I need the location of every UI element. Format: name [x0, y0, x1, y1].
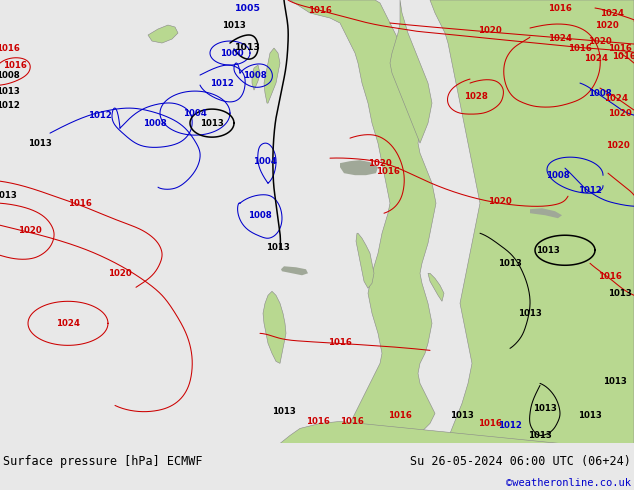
Text: 1016: 1016: [340, 417, 364, 426]
Text: 1020: 1020: [108, 269, 132, 278]
Text: 1013: 1013: [536, 246, 560, 255]
Text: 1016: 1016: [328, 338, 352, 347]
Text: 1016: 1016: [3, 61, 27, 70]
Text: 1016: 1016: [376, 167, 400, 176]
Text: 1016: 1016: [0, 44, 20, 52]
Text: 1016: 1016: [612, 51, 634, 61]
Text: 1012: 1012: [498, 421, 522, 430]
Text: 1013: 1013: [518, 309, 542, 318]
Text: 1020: 1020: [588, 37, 612, 46]
Text: 1000: 1000: [220, 49, 244, 57]
Polygon shape: [264, 48, 280, 103]
Text: 1016: 1016: [478, 419, 502, 428]
Text: 1024: 1024: [548, 33, 572, 43]
Text: 1013: 1013: [608, 289, 632, 298]
Text: 1013: 1013: [0, 191, 17, 200]
Polygon shape: [340, 160, 378, 175]
Text: 1013: 1013: [450, 411, 474, 420]
Text: 1013: 1013: [28, 139, 52, 147]
Text: 1008: 1008: [248, 211, 272, 220]
Text: 1024: 1024: [604, 94, 628, 102]
Text: 1016: 1016: [568, 44, 592, 52]
Text: 1008: 1008: [143, 119, 167, 127]
Text: 1013: 1013: [528, 431, 552, 440]
Text: 1013: 1013: [266, 243, 290, 252]
Polygon shape: [356, 233, 374, 288]
Text: 1008: 1008: [546, 171, 570, 180]
Text: 1013: 1013: [533, 404, 557, 413]
Text: 1013: 1013: [222, 21, 246, 29]
Text: 1013: 1013: [603, 377, 627, 386]
Text: 1024: 1024: [600, 8, 624, 18]
Text: 1008: 1008: [0, 71, 20, 79]
Text: 1020: 1020: [368, 159, 392, 168]
Text: 1020: 1020: [478, 25, 502, 34]
Text: 1012: 1012: [210, 78, 234, 88]
Text: 1013: 1013: [498, 259, 522, 268]
Text: 1020: 1020: [606, 141, 630, 149]
Text: 1013: 1013: [200, 119, 224, 127]
Text: 1016: 1016: [598, 272, 622, 281]
Polygon shape: [281, 266, 308, 275]
Polygon shape: [280, 421, 634, 443]
Text: 1012: 1012: [0, 100, 20, 110]
Polygon shape: [290, 0, 436, 443]
Text: 1020: 1020: [608, 109, 632, 118]
Text: 1024: 1024: [56, 319, 80, 328]
Polygon shape: [148, 25, 178, 43]
Text: 1012: 1012: [578, 186, 602, 195]
Text: 1020: 1020: [18, 226, 42, 235]
Text: 1013: 1013: [272, 407, 296, 416]
Polygon shape: [530, 208, 562, 218]
Text: ©weatheronline.co.uk: ©weatheronline.co.uk: [506, 478, 631, 488]
Text: 1012: 1012: [88, 111, 112, 120]
Text: 1008: 1008: [588, 89, 612, 98]
Text: 1013: 1013: [0, 87, 20, 96]
Text: 1028: 1028: [464, 92, 488, 100]
Text: 1016: 1016: [68, 199, 92, 208]
Text: 1013: 1013: [578, 411, 602, 420]
Text: Surface pressure [hPa] ECMWF: Surface pressure [hPa] ECMWF: [3, 455, 203, 467]
Polygon shape: [428, 273, 444, 301]
Text: 1008: 1008: [243, 71, 267, 79]
Polygon shape: [252, 65, 260, 90]
Text: 1016: 1016: [308, 5, 332, 15]
Polygon shape: [263, 291, 286, 364]
Text: 1016: 1016: [388, 411, 412, 420]
Polygon shape: [390, 0, 432, 143]
Text: 1016: 1016: [608, 44, 632, 52]
Text: 1020: 1020: [595, 21, 619, 29]
Text: 1020: 1020: [488, 196, 512, 206]
Polygon shape: [430, 0, 634, 443]
Text: 1005: 1005: [235, 3, 261, 13]
Text: 1004: 1004: [253, 157, 277, 166]
Text: 1024: 1024: [584, 53, 608, 63]
Text: 1016: 1016: [306, 417, 330, 426]
Text: 1004: 1004: [183, 109, 207, 118]
Text: 1013: 1013: [235, 43, 261, 51]
Text: Su 26-05-2024 06:00 UTC (06+24): Su 26-05-2024 06:00 UTC (06+24): [410, 455, 631, 467]
Text: 1016: 1016: [548, 3, 572, 13]
